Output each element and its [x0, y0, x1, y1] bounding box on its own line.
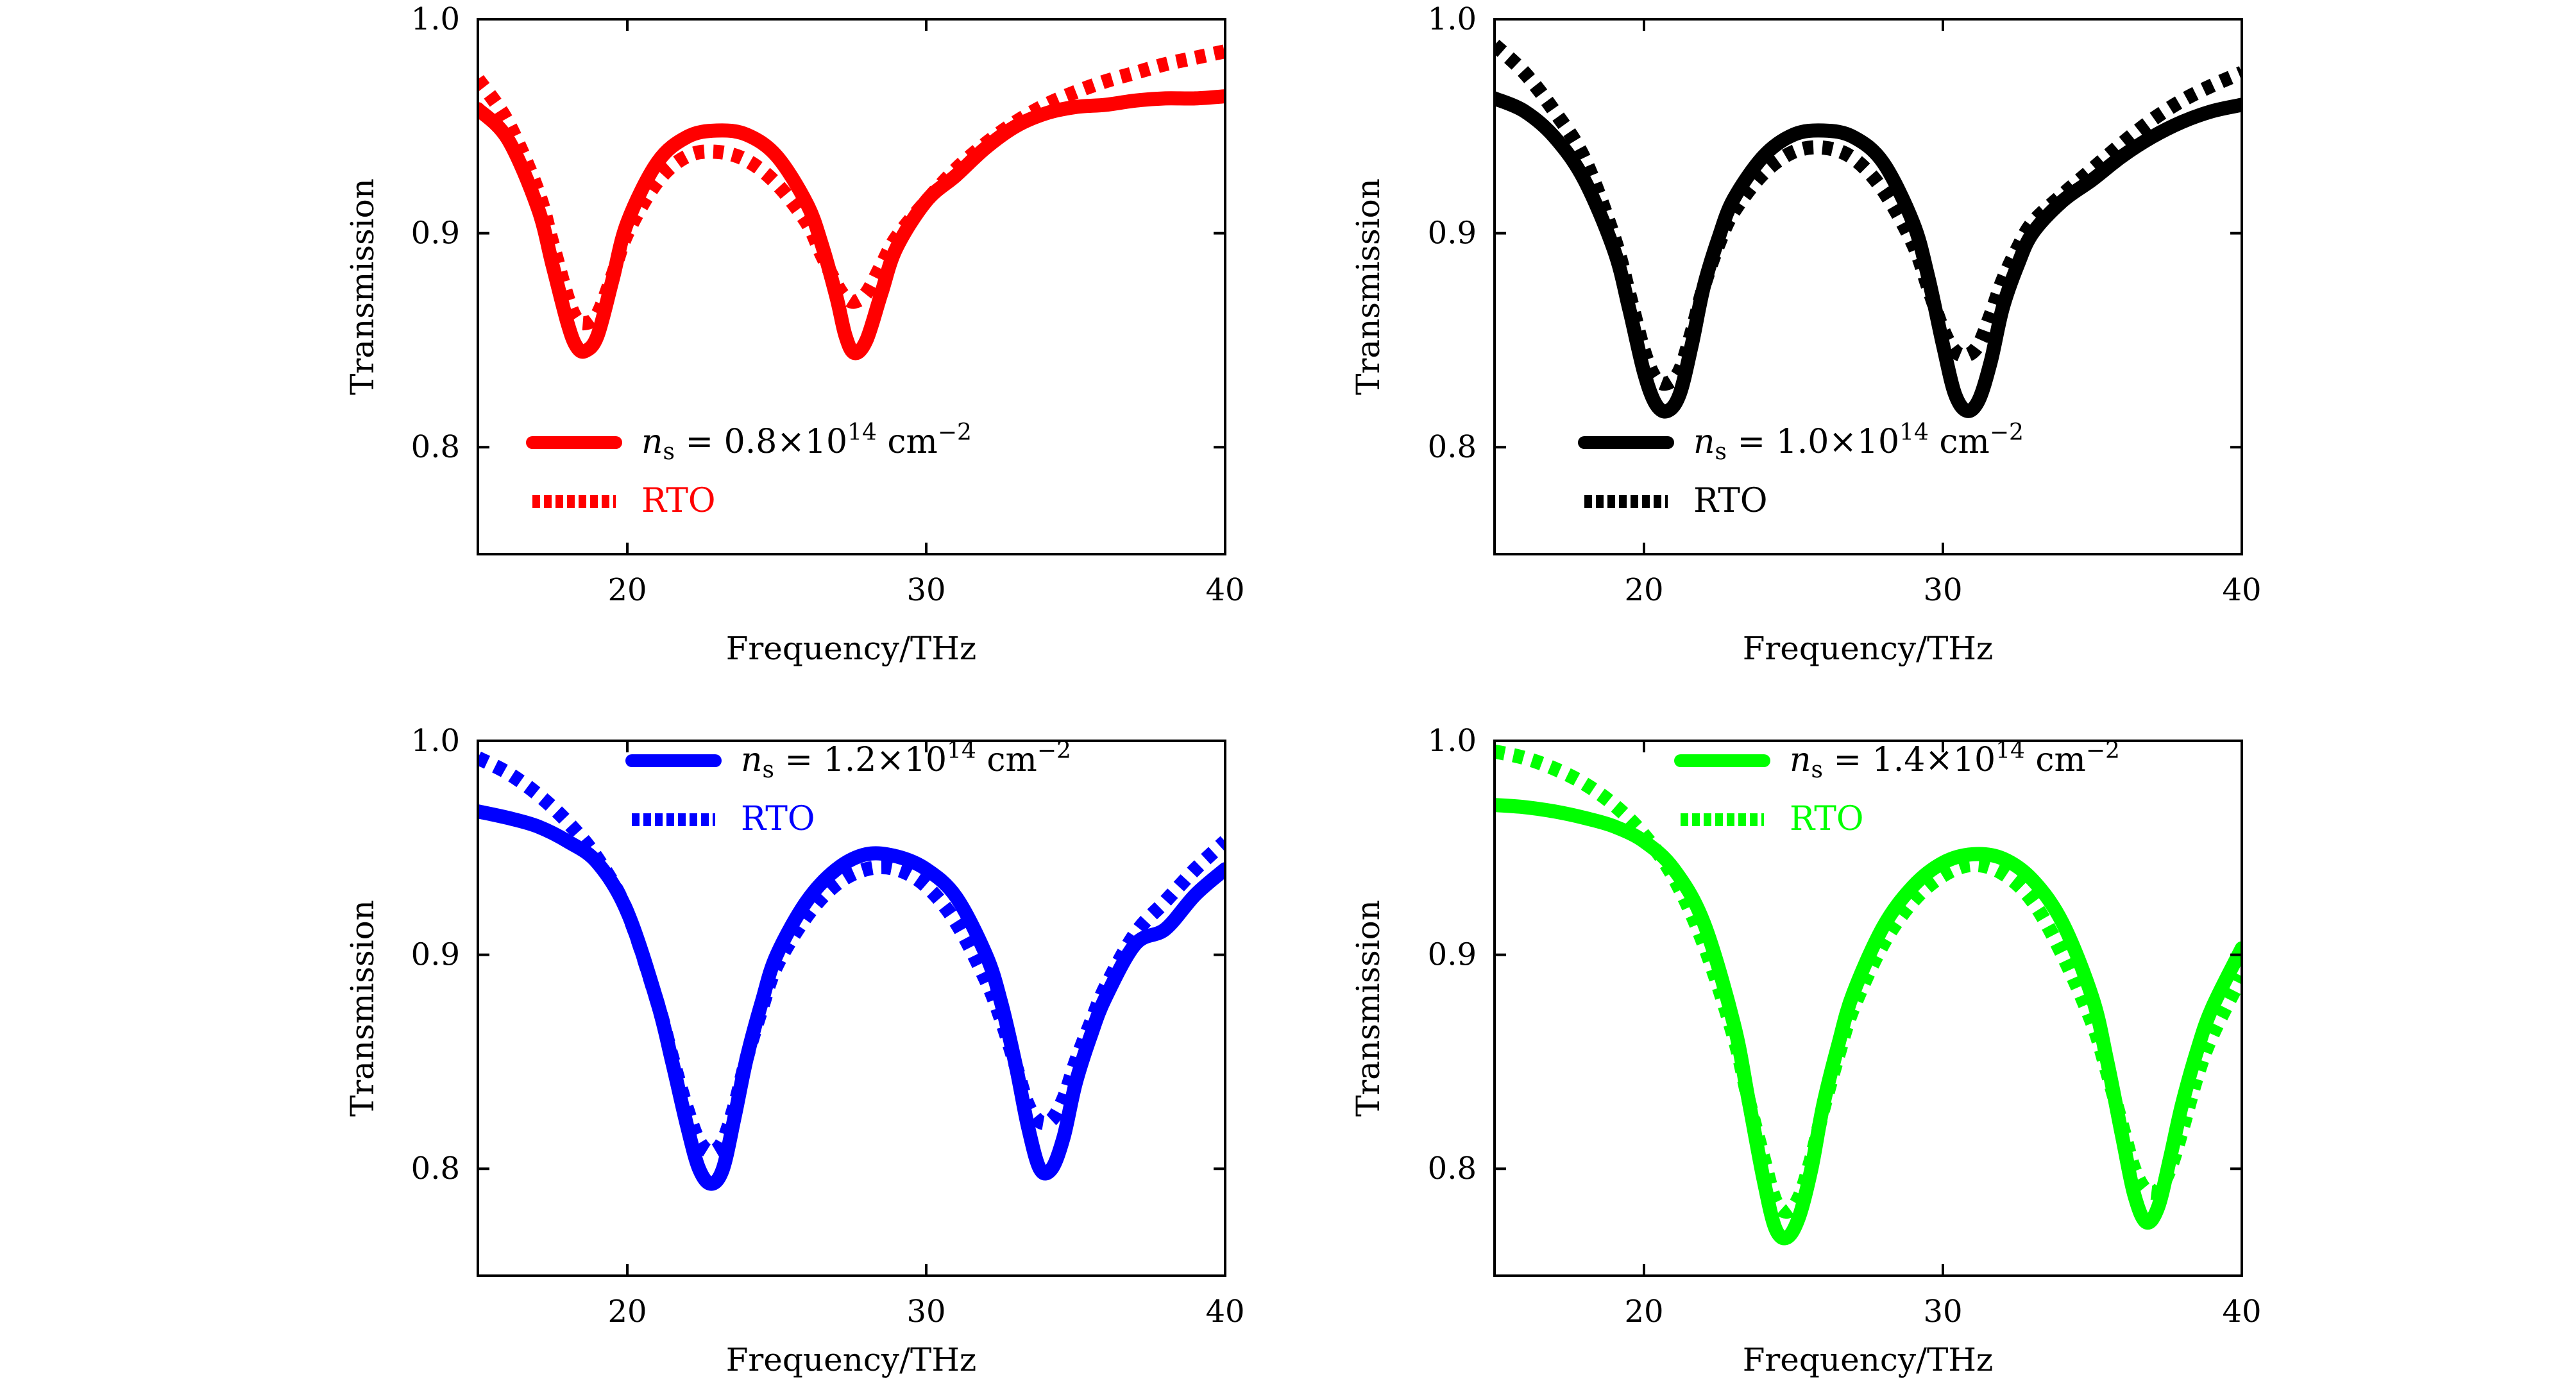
x-tick-label: 30	[1923, 572, 1962, 608]
legend-label: ns = 1.4×1014 cm−2	[1790, 738, 2120, 783]
x-tick-label: 40	[2222, 572, 2261, 608]
plot-frame	[477, 740, 1226, 1277]
x-axis-label: Frequency/THz	[726, 1341, 977, 1378]
rto-series-line	[478, 44, 1225, 331]
x-axis-label: Frequency/THz	[1743, 630, 1994, 667]
rto-series-line	[1495, 744, 2242, 1219]
x-axis-label: Frequency/THz	[726, 630, 977, 667]
x-tick-label: 30	[906, 572, 945, 608]
y-tick-label: 1.0	[411, 723, 460, 759]
y-tick-label: 0.8	[411, 429, 460, 465]
rto-series-line	[1495, 39, 2242, 391]
legend-label: ns = 1.0×1014 cm−2	[1693, 419, 2024, 465]
legend-label: RTO	[641, 482, 716, 520]
y-tick-label: 1.0	[1428, 723, 1477, 759]
y-tick-label: 0.9	[411, 216, 460, 251]
y-tick-label: 0.9	[1428, 216, 1477, 251]
panel-blue: Transmission Frequency/THz 20 30 40 0.8 0.9 1…	[344, 723, 1245, 1378]
x-tick-label: 20	[607, 1294, 647, 1330]
panel-green: Transmission Frequency/THz 20 30 40 0.8 0.9 1…	[1350, 723, 2262, 1378]
panel-black: Transmission Frequency/THz 20 30 40 0.8 0.9 1…	[1350, 1, 2262, 667]
y-tick-label: 0.9	[1428, 937, 1477, 973]
y-axis-label: Transmission	[344, 900, 381, 1117]
plot-frame	[1493, 18, 2243, 555]
ns-series-line	[478, 89, 1225, 360]
x-tick-label: 30	[1923, 1294, 1962, 1330]
y-tick-label: 1.0	[1428, 1, 1477, 37]
y-axis-label: Transmission	[344, 178, 381, 395]
legend-label: RTO	[741, 800, 815, 838]
x-tick-label: 40	[1205, 572, 1244, 608]
x-axis-label: Frequency/THz	[1743, 1341, 1994, 1378]
x-tick-label: 40	[2222, 1294, 2261, 1330]
ns-series-line	[1495, 798, 2242, 1246]
legend-label: ns = 0.8×1014 cm−2	[641, 419, 972, 465]
y-axis-label: Transmission	[1350, 178, 1387, 395]
y-tick-label: 0.9	[411, 937, 460, 973]
x-tick-label: 20	[1624, 1294, 1663, 1330]
rto-series-line	[478, 751, 1225, 1159]
plot-frame	[477, 18, 1226, 555]
y-tick-label: 0.8	[411, 1151, 460, 1187]
y-tick-label: 0.8	[1428, 429, 1477, 465]
x-tick-label: 30	[906, 1294, 945, 1330]
x-tick-label: 20	[1624, 572, 1663, 608]
y-tick-label: 1.0	[411, 1, 460, 37]
panel-red: Transmission Frequency/THz 20 30 40 0.8 0.9 1…	[344, 1, 1245, 667]
y-axis-label: Transmission	[1350, 900, 1387, 1117]
ns-series-line	[478, 804, 1225, 1191]
plot-frame	[1493, 740, 2243, 1277]
legend-label: RTO	[1693, 482, 1768, 520]
x-tick-label: 20	[607, 572, 647, 608]
y-tick-label: 0.8	[1428, 1151, 1477, 1187]
x-tick-label: 40	[1205, 1294, 1244, 1330]
legend-label: ns = 1.2×1014 cm−2	[741, 738, 1071, 783]
legend-label: RTO	[1790, 800, 1864, 838]
